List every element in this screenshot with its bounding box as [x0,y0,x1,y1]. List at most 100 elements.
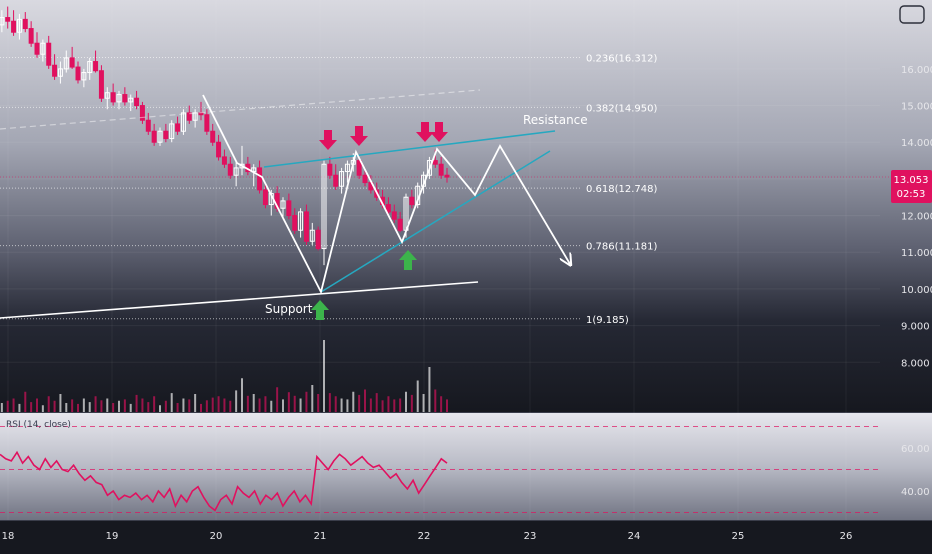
support-line [0,281,479,319]
volume-bar [129,403,132,412]
signal-arrows [311,122,448,320]
candle-body [16,18,22,33]
price-tick-label: 16.000 [901,65,932,76]
volume-bar [229,400,232,412]
volume-bar [440,396,443,412]
candle-body [0,17,5,26]
volume-bar [153,396,156,412]
fib-level-label: 0.382(14.950) [586,103,658,114]
projection-path [202,94,570,295]
volume-bar [346,399,349,412]
candle-body [116,94,122,103]
volume-bar [375,393,378,412]
candle-body [63,57,69,70]
volume-bar [287,392,290,412]
rsi-tick-label: 40.00 [901,487,930,498]
volume-bar [88,402,91,412]
candle-body [93,61,99,72]
candle-body [344,163,350,173]
volume-bar [205,400,208,412]
volume-bar [123,399,126,412]
volume-bar [393,399,396,412]
candle-body [262,189,268,206]
price-axis: 16.00015.00014.00013.00012.00011.00010.0… [901,65,932,369]
volume-bar [118,400,120,412]
candle-body [321,163,327,250]
volume-bar [364,389,366,412]
volume-bar [276,387,279,412]
volume-bar [235,390,238,412]
channel-lower-line [320,150,551,293]
candle-body [169,123,175,140]
price-tick-label: 14.000 [901,138,932,149]
price-tick-label: 9.000 [901,322,930,333]
time-tick-label: 21 [314,531,327,542]
volume-bar [41,405,44,412]
volume-bar [36,398,38,412]
candle-body [110,92,116,103]
candle-body [233,167,239,176]
last-price-badge [891,170,932,203]
volume-bar [282,399,284,412]
volume-bar [323,340,325,412]
volume-bar [387,396,390,412]
volume-bar [112,403,115,412]
support-label: Support [265,302,313,316]
volume-bar [317,394,320,412]
candle-body [210,130,216,143]
volume-bar [358,394,361,412]
volume-bar [182,398,185,412]
candle-body [198,112,204,116]
volume-bar [77,403,79,412]
candle-body [40,42,46,55]
candle-body [122,94,128,103]
volume-bar [59,394,62,412]
volume-bar [82,398,85,412]
candle-body [157,130,163,143]
candle-body [333,174,339,187]
volume-bar [100,400,103,412]
chart-settings-button[interactable] [899,5,925,24]
price-tick-label: 10.000 [901,285,932,296]
volume-bar [352,391,355,412]
volume-bar [293,395,296,412]
volume-bar [311,385,314,412]
volume-bar [399,398,402,412]
fib-level-label: 1(9.185) [586,315,629,326]
volume-bar [0,403,3,412]
candle-body [409,196,415,206]
time-tick-label: 18 [2,531,15,542]
old-trend-line [0,89,481,130]
candle-body [98,70,104,99]
bar-countdown: 02:53 [897,189,926,200]
fib-level-label: 0.618(12.748) [586,184,658,195]
candle-body [444,174,450,178]
candle-body [356,160,362,176]
candle-body [397,218,403,231]
time-tick-label: 19 [106,531,119,542]
fib-levels: 0.236(16.312) 0.382(14.950) 0.618(12.748) 0… [0,53,890,326]
volume-bar [188,399,191,412]
candle-body [69,57,75,68]
volume-bar [94,396,97,412]
candle-body [139,105,145,121]
volume-bar [328,393,331,412]
candle-body [315,229,321,250]
candle-body [426,160,432,176]
candle-body [221,156,227,165]
candle-body [192,112,198,121]
price-tick-label: 15.000 [901,102,932,113]
candle-body [81,72,87,81]
buy-arrow-icon [311,300,329,320]
candle-body [104,92,110,99]
volume-bar [217,396,220,412]
time-tick-label: 26 [840,531,853,542]
candle-body [257,167,263,191]
volume-bar [18,403,21,412]
candle-body [309,229,315,242]
grid [0,0,880,520]
rsi-indicator-label: RSI (14, close) [6,420,71,430]
volume-bar [164,400,167,412]
fib-level-label: 0.786(11.181) [586,242,658,253]
